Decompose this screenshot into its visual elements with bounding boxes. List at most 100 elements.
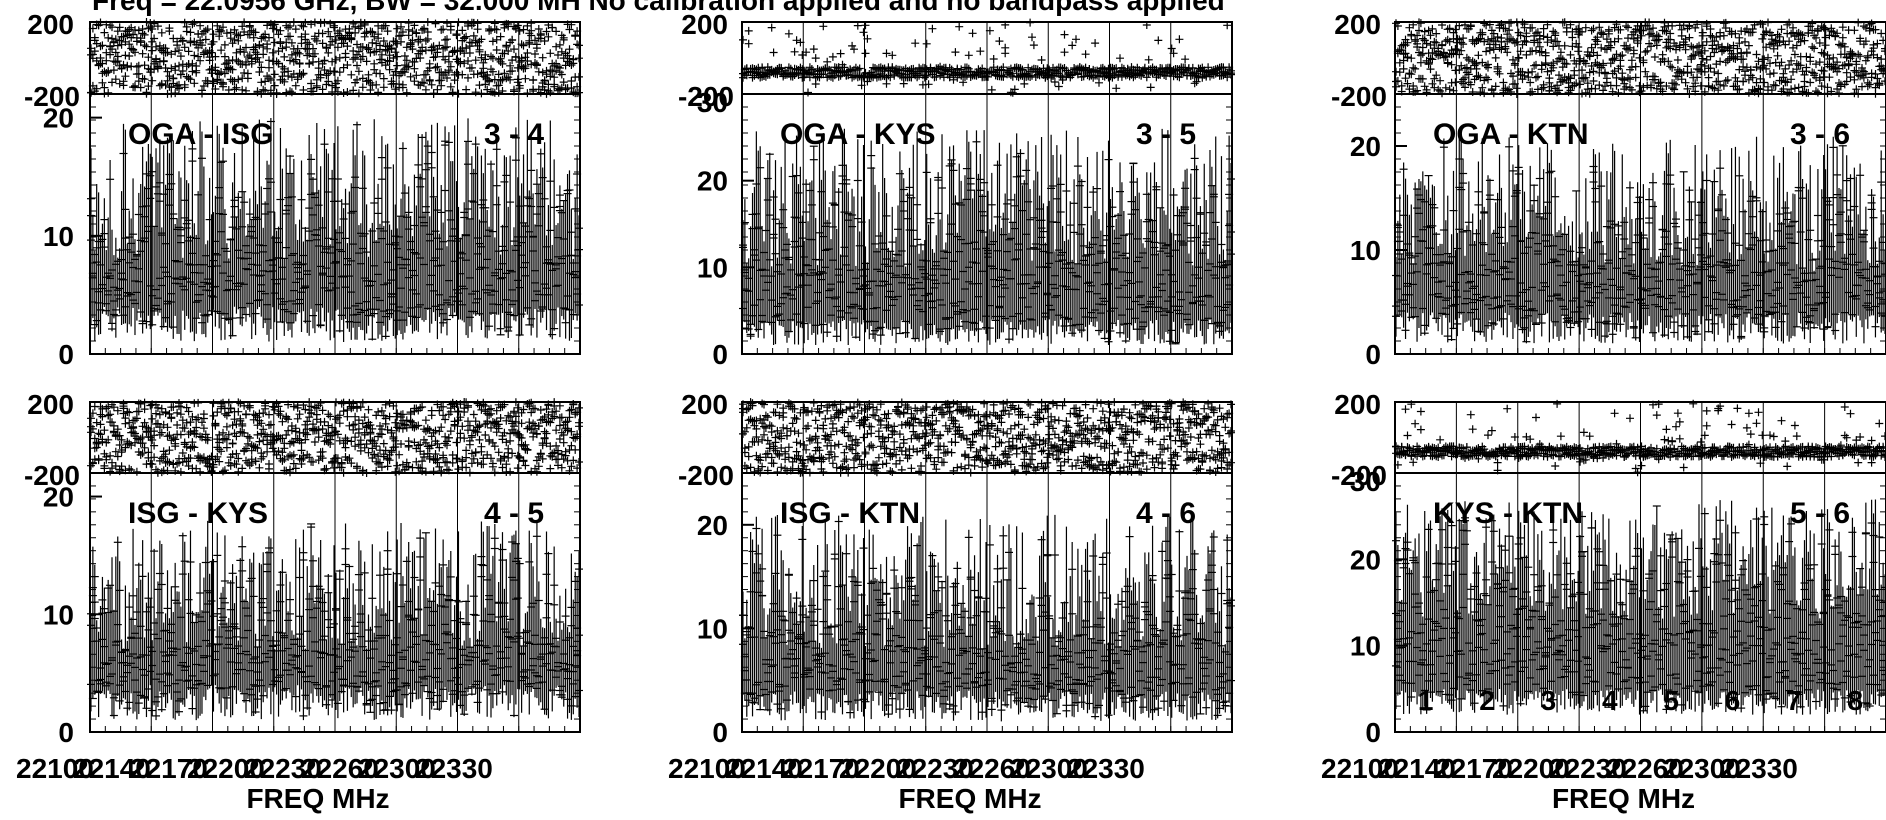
phase-point [1601, 68, 1609, 76]
phase-point [313, 76, 321, 84]
phase-point [288, 88, 296, 96]
phase-point [1482, 48, 1490, 56]
phase-point [160, 57, 168, 65]
phase-point [990, 55, 998, 63]
amp-tick-label: 0 [58, 339, 74, 370]
phase-point [567, 84, 575, 92]
phase-point [529, 76, 537, 84]
phase-point [280, 78, 288, 86]
phase-point [1112, 84, 1120, 92]
phase-point [1392, 83, 1400, 91]
phase-point [1806, 79, 1814, 87]
phase-point [1421, 28, 1429, 36]
phase-point [476, 46, 484, 54]
phase-point [969, 29, 977, 37]
phase-point [1607, 44, 1615, 52]
phase-point [141, 75, 149, 83]
phase-point [276, 27, 284, 35]
phase-point [923, 72, 931, 80]
phase-point [739, 70, 747, 78]
phase-point [355, 67, 363, 75]
phase-point [1603, 45, 1611, 53]
phase-point [1626, 75, 1634, 83]
phase-point [98, 79, 106, 87]
phase-point [1843, 69, 1851, 77]
phase-point [432, 20, 440, 28]
phase-point [1407, 54, 1415, 62]
phase-point [257, 63, 265, 71]
phase-point [1618, 69, 1626, 77]
pair-label: 3 - 5 [1136, 118, 1196, 151]
phase-point [1586, 69, 1594, 77]
phase-point [106, 51, 114, 59]
phase-point [1591, 85, 1599, 93]
phase-point [380, 75, 388, 83]
phase-point [1474, 72, 1482, 80]
phase-point [242, 44, 250, 52]
phase-point [495, 81, 503, 89]
phase-point [768, 24, 776, 32]
phase-point [292, 82, 300, 90]
phase-point [428, 81, 436, 89]
phase-point [1735, 34, 1743, 42]
phase-point [531, 50, 539, 58]
amp-tick-label: 20 [43, 103, 74, 134]
phase-point [1743, 48, 1751, 56]
phase-point [1453, 46, 1461, 54]
phase-point [407, 73, 415, 81]
phase-point [1538, 48, 1546, 56]
phase-point [380, 83, 388, 91]
phase-point [567, 77, 575, 85]
phase-point [1745, 42, 1753, 50]
phase-point [567, 61, 575, 69]
phase-point [1055, 83, 1063, 91]
phase-point [1662, 28, 1670, 36]
phase-point [1822, 34, 1830, 42]
phase-point [255, 68, 263, 76]
phase-point [1584, 79, 1592, 87]
phase-point [1444, 59, 1452, 67]
phase-point [1542, 60, 1550, 68]
phase-point [447, 63, 455, 71]
phase-point [1496, 70, 1504, 78]
phase-point [1720, 82, 1728, 90]
phase-point [556, 41, 564, 49]
amp-tick-label: 10 [697, 252, 728, 283]
phase-point [324, 49, 332, 57]
phase-point [810, 45, 818, 53]
phase-point [1001, 49, 1009, 57]
phase-point [296, 50, 304, 58]
phase-point [1810, 44, 1818, 52]
phase-point [284, 72, 292, 80]
phase-point [1116, 54, 1124, 62]
phase-point [1409, 64, 1417, 72]
phase-point [1653, 41, 1661, 49]
phase-point [121, 72, 129, 80]
phase-point [1457, 47, 1465, 55]
amp-tick-label: 30 [697, 87, 728, 118]
phase-point [1605, 42, 1613, 50]
phase-point [1505, 26, 1513, 34]
phase-point [1722, 77, 1730, 85]
phase-point [391, 85, 399, 93]
phase-point [1651, 53, 1659, 61]
phase-point [1801, 37, 1809, 45]
phase-point [294, 45, 302, 53]
phase-point [326, 20, 334, 28]
phase-point [1614, 89, 1622, 97]
phase-point [221, 70, 229, 78]
phase-point [1446, 85, 1454, 93]
phase-point [1755, 57, 1763, 65]
phase-point [1703, 38, 1711, 46]
phase-point [116, 37, 124, 45]
phase-point [1432, 71, 1440, 79]
phase-point [342, 50, 350, 58]
phase-point [819, 22, 827, 30]
phase-point [1484, 36, 1492, 44]
phase-point [468, 64, 476, 72]
phase-point [137, 84, 145, 92]
phase-point [1620, 85, 1628, 93]
phase-point [244, 53, 252, 61]
phase-point [255, 41, 263, 49]
phase-point [116, 23, 124, 31]
